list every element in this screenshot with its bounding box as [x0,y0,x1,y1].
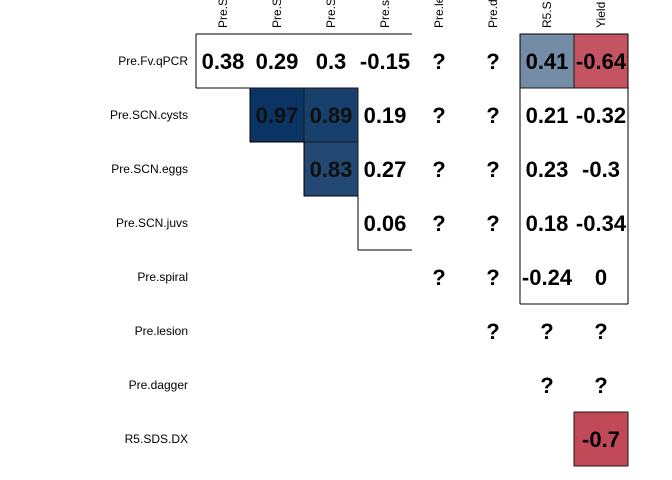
heatmap-cell [249,87,305,143]
cell-value-label: 0.38 [202,49,245,74]
cell-value-label: 0.19 [364,103,407,128]
cell-value-label: 0.29 [256,49,299,74]
cell-value-label: 0.41 [526,49,569,74]
cell-value-label: 0.3 [316,49,347,74]
row-label: Pre.SCN.cysts [110,108,188,122]
cell-value-label: 0.23 [526,157,569,182]
cell-value-label: -0.64 [576,49,627,74]
cell-value-label: 0 [595,265,607,290]
column-label: Pre.S [216,0,230,28]
cell-value-label: -0.34 [576,211,627,236]
cell-value-label: ? [432,49,445,74]
column-label: Pre.S [270,0,284,28]
cell-labels-layer: 0.38 0.29 0.3 -0.15?? 0.41 -0.64 0.97 0.89 0.19?… [202,49,627,452]
cell-value-label: ? [432,211,445,236]
heatmap-cell [519,33,575,89]
cell-value-label: 0.83 [310,157,353,182]
cell-value-label: ? [486,49,499,74]
cell-value-label: -0.32 [576,103,626,128]
outline-layer [195,33,629,305]
heatmap-cell [573,33,629,89]
cell-value-label: 0.21 [526,103,569,128]
column-label: Pre.d [486,0,500,28]
cell-value-label: -0.3 [582,157,620,182]
cell-value-label: ? [540,373,553,398]
cell-value-label: 0.97 [256,103,299,128]
cell-value-label: 0.06 [364,211,407,236]
cell-value-label: ? [432,103,445,128]
cell-value-label: ? [486,265,499,290]
row-label: Pre.SCN.eggs [111,162,188,176]
cell-value-label: ? [432,157,445,182]
column-label: Yield [594,2,608,28]
heatmap-cell [303,87,359,143]
cell-value-label: ? [594,373,607,398]
column-label: Pre.le [432,0,446,28]
row-labels: Pre.Fv.qPCR Pre.SCN.cysts Pre.SCN.eggs Pre.… [110,54,188,446]
cell-value-label: 0.89 [310,103,353,128]
heatmap-cell [573,411,629,467]
cell-value-label: ? [594,319,607,344]
row-label: Pre.SCN.juvs [116,216,188,230]
cell-value-label: ? [540,319,553,344]
cell-value-label: ? [486,319,499,344]
column-label: R5.S [540,1,554,28]
cell-value-label: -0.24 [522,265,573,290]
cell-value-label: -0.7 [582,427,620,452]
row-label: Pre.lesion [135,324,188,338]
cell-value-label: ? [486,103,499,128]
row-label: Pre.Fv.qPCR [118,54,188,68]
column-label: Pre.s [378,0,392,28]
cell-value-label: 0.18 [526,211,569,236]
row-label: Pre.dagger [129,378,188,392]
cell-value-label: -0.15 [360,49,410,74]
cells-layer [249,33,629,467]
cell-value-label: ? [486,157,499,182]
cell-value-label: 0.27 [364,157,407,182]
row-label: Pre.spiral [137,270,188,284]
column-labels: Pre.S Pre.S Pre.S Pre.s Pre.le Pre.d R5.S Yield [216,0,608,28]
cell-value-label: ? [486,211,499,236]
row-label: R5.SDS.DX [125,432,188,446]
cell-value-label: ? [432,265,445,290]
column-label: Pre.S [324,0,338,28]
